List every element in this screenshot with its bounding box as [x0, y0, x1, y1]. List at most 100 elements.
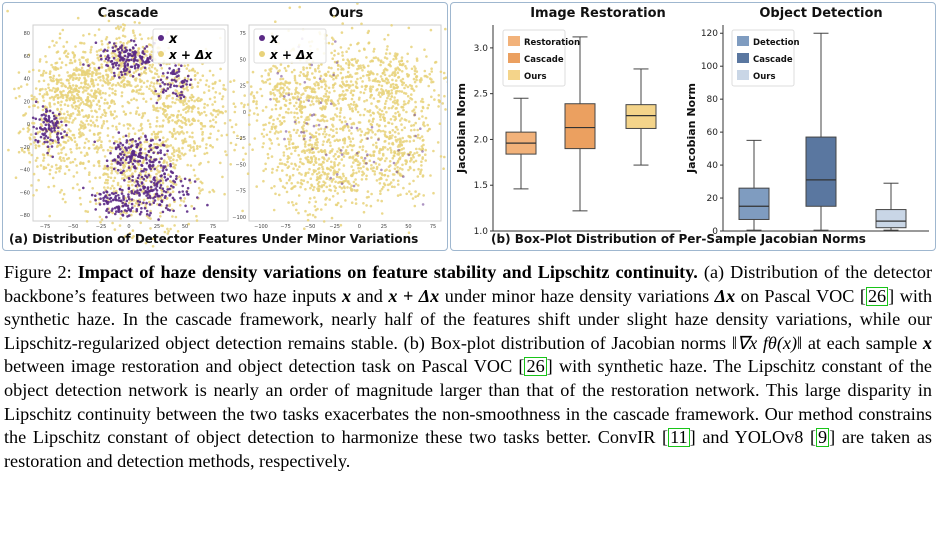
box-iqr: [625, 104, 657, 129]
citation-link[interactable]: 26: [865, 285, 889, 306]
tick-label: 60: [24, 54, 30, 60]
legend-marker-x: [259, 35, 265, 41]
ours-scatter: [213, 3, 447, 239]
legend-label: Ours: [753, 72, 776, 82]
legend-swatch: [508, 53, 520, 63]
tick-label: 0: [358, 224, 361, 230]
tick-label: −50: [305, 224, 316, 230]
tick-label: 80: [24, 31, 30, 37]
y-tick-label: 40: [707, 161, 719, 171]
y-tick-label: 80: [707, 95, 719, 105]
legend-marker-x: [158, 35, 164, 41]
legend-swatch: [737, 53, 749, 63]
y-tick-label: 100: [701, 62, 718, 72]
legend-swatch: [508, 70, 520, 80]
y-tick-label: 2.5: [474, 90, 488, 100]
caption-text: with synthetic haze. In the cascade fram…: [4, 285, 933, 353]
tick-label: 25: [240, 84, 246, 90]
caption-text: at each sample: [807, 332, 918, 353]
box-iqr: [738, 187, 770, 220]
legend-label: Cascade: [753, 55, 793, 65]
caption-text: are taken as restoration and detection m…: [4, 427, 932, 471]
box-legend: Restoration Cascade Ours: [502, 29, 580, 87]
tick-label: −80: [19, 213, 30, 219]
tick-label: 25: [154, 224, 160, 230]
y-tick-label: 60: [707, 128, 719, 138]
tick-label: 0: [243, 110, 246, 116]
y-tick-label: 0: [712, 227, 718, 237]
panel-b-caption: (b) Box-Plot Distribution of Per-Sample …: [491, 232, 866, 246]
legend-marker-x-plus-dx: [259, 51, 265, 57]
tick-label: −50: [68, 224, 79, 230]
tick-label: −75: [280, 224, 291, 230]
caption-text: Distribution of the detector backbone’s …: [4, 262, 933, 306]
tick-label: 20: [24, 99, 30, 105]
tick-label: −100: [254, 224, 268, 230]
legend-marker-x-plus-dx: [158, 51, 164, 57]
caption-text: with synthetic haze. The Lipschitz const…: [4, 356, 932, 448]
box-restoration: [505, 97, 537, 190]
legend-swatch: [508, 36, 520, 46]
box-ours: [625, 68, 657, 166]
citation-link[interactable]: 26: [524, 356, 547, 377]
tsne-tick-labels: −75 −50 −25 0 25 50 75 80 60 40 20 0 −20 −40 −60 −80 −10…: [19, 31, 436, 230]
tick-label: −40: [19, 168, 30, 174]
caption-label-a: (a): [703, 262, 725, 282]
box-legend: Detection Cascade Ours: [731, 29, 800, 87]
figure-label: Figure 2:: [4, 262, 72, 282]
tick-label: 40: [24, 77, 30, 83]
y-axis-label: Jacobian Norm: [455, 83, 468, 174]
tick-label: 0: [27, 122, 30, 128]
math-dx: Δx: [714, 285, 736, 306]
tick-label: 25: [381, 224, 387, 230]
tick-label: 50: [182, 224, 188, 230]
plot-title-image-restoration: Image Restoration: [530, 6, 666, 21]
y-axis-label: Jacobian Norm: [685, 83, 698, 174]
panel-a: Cascade Ours −75 −50 −25 0 25 50 75 80 60 40 20 0 −2…: [2, 2, 448, 251]
tick-label: −20: [19, 145, 30, 151]
y-tick-label: 120: [701, 29, 718, 39]
legend-label: Restoration: [524, 38, 580, 48]
plot-title-object-detection: Object Detection: [759, 6, 883, 21]
tick-label: 75: [210, 224, 216, 230]
citation-link[interactable]: 9: [816, 427, 830, 448]
legend-label: Cascade: [524, 55, 564, 65]
caption-text: on Pascal VOC: [740, 285, 855, 306]
caption-title: Impact of haze density variations on fea…: [77, 262, 698, 282]
plot-title-ours: Ours: [328, 6, 364, 21]
y-tick-label: 1.0: [474, 227, 489, 237]
tick-label: 50: [405, 224, 411, 230]
panel-a-caption: (a) Distribution of Detector Features Un…: [9, 232, 419, 246]
math-x: x: [341, 285, 352, 306]
box-iqr: [805, 136, 837, 207]
box-plots: 1.0 1.5 2.0 2.5 3.0 Jacobian Norm Restoration C…: [455, 25, 929, 237]
legend-label-x: x: [269, 32, 279, 47]
box-cascade: [564, 36, 596, 212]
box-chart-image-restoration: 1.0 1.5 2.0 2.5 3.0 Jacobian Norm Restoration C…: [455, 25, 681, 237]
caption-text: under minor haze density variations: [444, 285, 710, 306]
figure-caption: Figure 2: Impact of haze density variati…: [4, 262, 933, 471]
tick-label: 0: [127, 224, 130, 230]
box-iqr: [564, 103, 596, 150]
math-x-plus-dx: x + Δx: [388, 285, 440, 306]
tick-label: −60: [19, 190, 30, 196]
legend-label: Detection: [753, 38, 800, 48]
caption-text: between image restoration and object det…: [4, 356, 513, 377]
cascade-scatter: [6, 9, 250, 248]
math-jacobian-norm: ‖∇x fθ(x)‖: [731, 332, 803, 353]
tick-label: 50: [240, 57, 246, 63]
box-cascade: [805, 32, 837, 231]
panel-b: Image Restoration Object Detection 1.0 1.…: [450, 2, 936, 251]
caption-text: and: [356, 285, 383, 306]
ours-legend: x x + Δx: [253, 28, 327, 64]
caption-text: and YOLOv8: [702, 427, 804, 448]
citation-link[interactable]: 11: [668, 427, 690, 448]
legend-swatch: [737, 36, 749, 46]
legend-label-x-plus-dx: x + Δx: [269, 48, 314, 62]
legend-label: Ours: [524, 72, 547, 82]
tsne-plots: −75 −50 −25 0 25 50 75 80 60 40 20 0 −20 −40 −60 −80 −10…: [6, 3, 447, 248]
tick-label: −75: [235, 189, 246, 195]
tick-label: −25: [329, 224, 340, 230]
legend-label-x: x: [168, 32, 178, 47]
figure-2: Cascade Ours −75 −50 −25 0 25 50 75 80 60 40 20 0 −2…: [0, 0, 936, 252]
